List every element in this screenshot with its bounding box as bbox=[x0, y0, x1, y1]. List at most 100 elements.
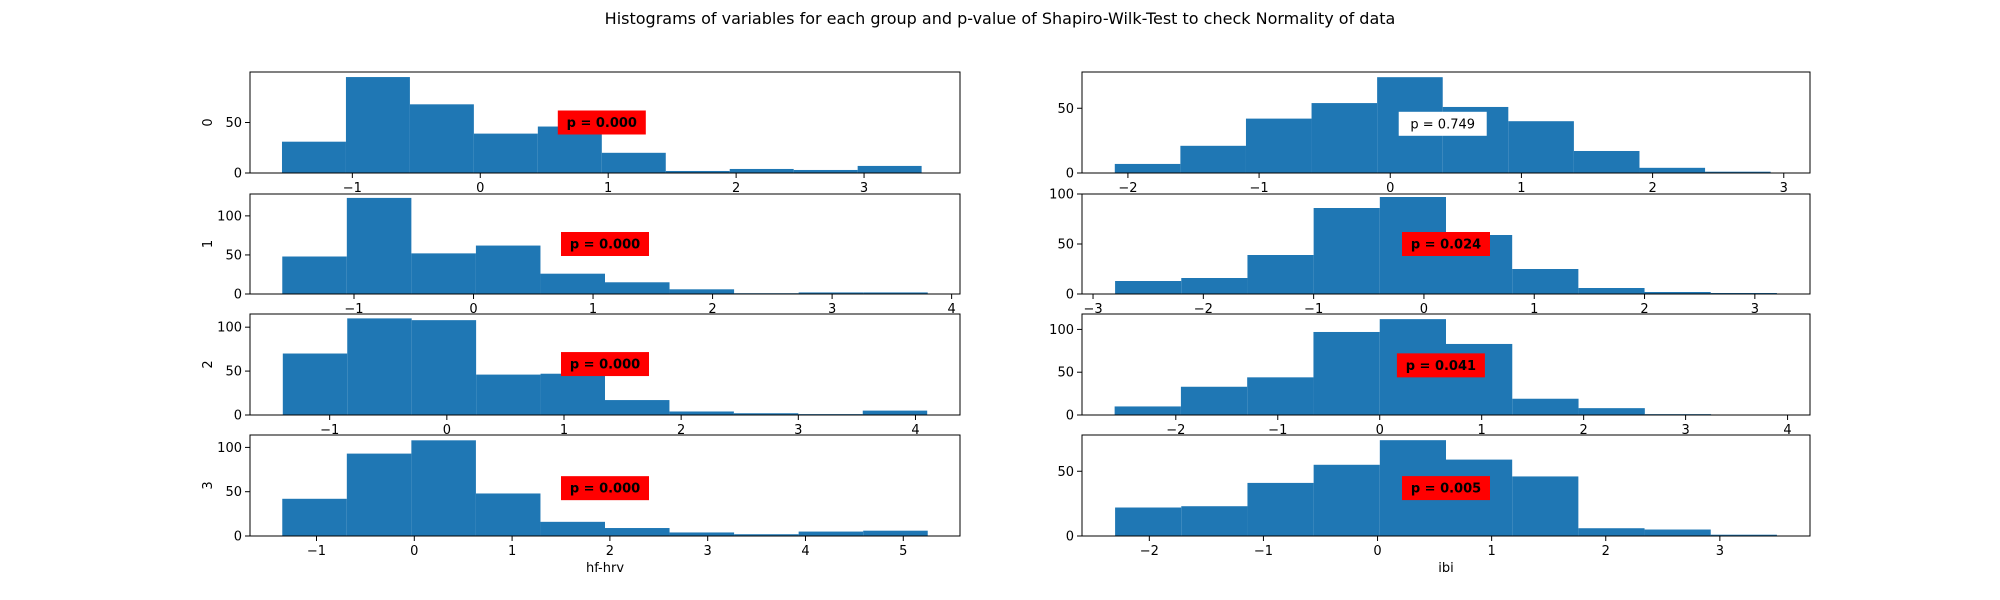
histogram-bar bbox=[282, 498, 347, 536]
histogram-bar bbox=[798, 531, 864, 536]
y-tick-label: 0 bbox=[234, 167, 242, 182]
histogram-bar bbox=[475, 245, 541, 294]
x-tick-label: 0 bbox=[1376, 423, 1384, 438]
histogram-bar bbox=[540, 273, 605, 294]
histogram-panel-hf-hrv-group-0: −1 0 1 2 3 0 50 0 p = 0.000 bbox=[201, 71, 961, 196]
y-tick-label: 50 bbox=[225, 365, 242, 380]
x-tick-label: 1 bbox=[1517, 181, 1525, 196]
histogram-bar bbox=[729, 168, 794, 173]
histogram-bar bbox=[1247, 377, 1314, 415]
histogram-bar bbox=[1512, 269, 1579, 294]
x-tick-label: 3 bbox=[1681, 423, 1689, 438]
x-tick-label: 3 bbox=[1751, 302, 1759, 317]
x-tick-label: 0 bbox=[443, 423, 451, 438]
histogram-bar bbox=[346, 453, 412, 536]
p-value-label: p = 0.024 bbox=[1411, 238, 1481, 253]
x-tick-label: −2 bbox=[1118, 181, 1137, 196]
histogram-panel-hf-hrv-group-1: −1 0 1 2 3 4 0 50 100 1 p = 0.000 bbox=[201, 193, 961, 317]
y-tick-label: 0 bbox=[234, 409, 242, 424]
y-tick-label: 100 bbox=[1049, 323, 1074, 338]
x-tick-label: −2 bbox=[1140, 544, 1159, 559]
histogram-bar bbox=[1578, 288, 1645, 294]
x-tick-label: −1 bbox=[1254, 544, 1273, 559]
x-tick-label: 0 bbox=[1373, 544, 1381, 559]
p-value-label: p = 0.041 bbox=[1406, 359, 1476, 374]
p-value-label: p = 0.000 bbox=[570, 482, 640, 497]
y-tick-label: 0 bbox=[1066, 530, 1074, 545]
axes-frame bbox=[1081, 71, 1811, 174]
x-tick-label: 2 bbox=[732, 181, 740, 196]
histogram-bar bbox=[1181, 506, 1248, 536]
histogram-panel-hf-hrv-group-2: −1 0 1 2 3 4 0 50 100 2 p = 0.000 bbox=[201, 313, 961, 438]
p-value-box-significant bbox=[1402, 476, 1490, 501]
histogram-bar bbox=[475, 493, 541, 536]
axes-frame bbox=[249, 313, 961, 416]
histogram-bar bbox=[1180, 386, 1248, 415]
x-tick-label: 4 bbox=[947, 302, 955, 317]
figure-title: Histograms of variables for each group a… bbox=[605, 9, 1396, 28]
y-tick-label: 0 bbox=[1066, 409, 1074, 424]
histogram-bar bbox=[540, 521, 605, 536]
histogram-bar bbox=[1247, 255, 1314, 294]
histogram-bar bbox=[411, 320, 477, 415]
histogram-bar bbox=[282, 256, 347, 294]
histogram-bar bbox=[1114, 406, 1181, 415]
histogram-bar bbox=[1578, 408, 1645, 415]
x-tick-label: 0 bbox=[410, 544, 418, 559]
y-tick-label: 50 bbox=[225, 485, 242, 500]
x-tick-label: 2 bbox=[606, 544, 614, 559]
x-tick-label: 0 bbox=[469, 302, 477, 317]
x-tick-label: 1 bbox=[1488, 544, 1496, 559]
x-tick-label: −1 bbox=[1249, 181, 1268, 196]
p-value-label: p = 0.000 bbox=[570, 358, 640, 373]
x-tick-label: 1 bbox=[1478, 423, 1486, 438]
y-tick-label: 50 bbox=[1057, 238, 1074, 253]
y-axis-label: 0 bbox=[201, 118, 216, 126]
y-tick-label: 100 bbox=[1049, 188, 1074, 203]
histogram-bar bbox=[1245, 118, 1312, 173]
x-tick-label: −1 bbox=[320, 423, 339, 438]
y-tick-label: 50 bbox=[225, 248, 242, 263]
histogram-bar bbox=[1508, 121, 1574, 173]
histogram-bar bbox=[476, 374, 541, 415]
x-tick-label: 1 bbox=[560, 423, 568, 438]
x-tick-label: −1 bbox=[1268, 423, 1287, 438]
p-value-label: p = 0.749 bbox=[1410, 117, 1475, 132]
x-tick-label: 2 bbox=[1580, 423, 1588, 438]
x-tick-label: 0 bbox=[1420, 302, 1428, 317]
x-axis-label: hf-hrv bbox=[586, 561, 624, 576]
histogram-bar bbox=[1181, 278, 1248, 294]
y-axis-label: 1 bbox=[201, 240, 216, 248]
y-tick-label: 50 bbox=[1057, 102, 1074, 117]
histogram-bar bbox=[473, 133, 538, 173]
y-tick-label: 100 bbox=[217, 209, 242, 224]
p-value-box-significant bbox=[561, 352, 649, 377]
histogram-bar bbox=[1313, 331, 1380, 415]
histogram-bar bbox=[1313, 464, 1380, 536]
axes-frame bbox=[249, 193, 961, 295]
y-axis-label: 2 bbox=[201, 360, 216, 368]
y-tick-label: 100 bbox=[217, 321, 242, 336]
histogram-bar bbox=[281, 141, 346, 173]
x-tick-label: 3 bbox=[1780, 181, 1788, 196]
x-tick-label: 2 bbox=[1640, 302, 1648, 317]
histogram-bar bbox=[540, 373, 605, 415]
x-tick-label: 3 bbox=[704, 544, 712, 559]
x-tick-label: 4 bbox=[801, 544, 809, 559]
x-tick-label: 0 bbox=[1386, 181, 1394, 196]
x-tick-label: 4 bbox=[911, 423, 919, 438]
histogram-panel-ibi-group-1: −3 −2 −1 0 1 2 3 0 50 100 p = 0.024 bbox=[1049, 188, 1811, 317]
histogram-bar bbox=[793, 169, 858, 173]
y-tick-label: 50 bbox=[225, 116, 242, 131]
histogram-panel-ibi-group-2: −2 −1 0 1 2 3 4 0 50 100 p = 0.041 bbox=[1049, 313, 1811, 438]
x-tick-label: 1 bbox=[1530, 302, 1538, 317]
histogram-bar bbox=[346, 197, 412, 294]
histogram-bar bbox=[1115, 281, 1182, 294]
x-tick-label: −2 bbox=[1194, 302, 1213, 317]
x-axis-label: ibi bbox=[1438, 561, 1453, 576]
histogram-bar bbox=[1705, 171, 1771, 173]
histogram-panel-ibi-group-0: −2 −1 0 1 2 3 0 50 p = 0.749 bbox=[1057, 71, 1811, 196]
x-tick-label: 3 bbox=[1716, 544, 1724, 559]
histogram-bar bbox=[1644, 529, 1711, 536]
